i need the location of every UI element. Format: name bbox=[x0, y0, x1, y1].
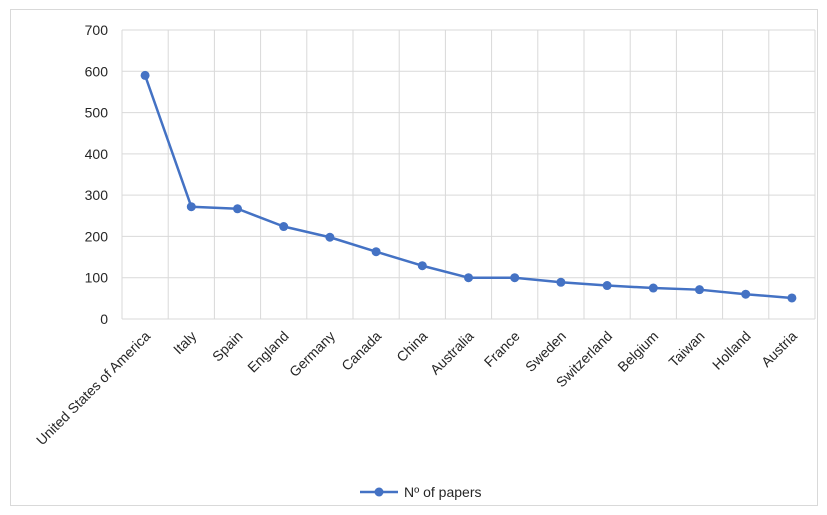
chart-frame bbox=[10, 9, 818, 506]
x-tick-label: England bbox=[244, 328, 292, 376]
x-tick-label: Italy bbox=[170, 328, 199, 357]
x-tick-label: Spain bbox=[209, 328, 246, 365]
data-point bbox=[417, 261, 427, 271]
series-group bbox=[140, 70, 797, 303]
x-axis-ticks: United States of America Italy SpainEnglan… bbox=[33, 328, 800, 448]
legend-swatch-marker bbox=[374, 487, 384, 497]
x-tick-label: China bbox=[393, 328, 430, 365]
y-tick-label: 100 bbox=[85, 270, 109, 286]
x-tick-label: Australia bbox=[427, 328, 477, 378]
x-tick-label: Belgium bbox=[614, 328, 661, 375]
x-tick-label: Austria bbox=[758, 328, 800, 370]
x-tick-label: Holland bbox=[709, 328, 754, 373]
legend: Nº of papers bbox=[360, 484, 482, 500]
x-tick-label: Canada bbox=[338, 328, 384, 374]
y-axis-ticks: 0 100 200 300 400 500 600 700 bbox=[85, 22, 109, 327]
x-tick-label: Germany bbox=[286, 328, 338, 380]
y-tick-label: 0 bbox=[100, 311, 108, 327]
x-tick-label: France bbox=[481, 328, 523, 370]
y-tick-label: 600 bbox=[85, 63, 109, 79]
data-point bbox=[602, 281, 612, 291]
series-line bbox=[143, 74, 793, 300]
data-point bbox=[464, 273, 473, 283]
y-tick-label: 400 bbox=[85, 146, 109, 162]
data-point bbox=[233, 204, 242, 214]
y-tick-label: 200 bbox=[85, 228, 109, 244]
data-point bbox=[186, 202, 196, 212]
data-point bbox=[695, 285, 704, 295]
data-point bbox=[741, 289, 751, 299]
data-point bbox=[371, 247, 381, 257]
x-tick-label: Sweden bbox=[522, 328, 569, 375]
data-point bbox=[325, 232, 335, 242]
x-tick-label: Taiwan bbox=[665, 328, 707, 370]
data-point bbox=[510, 273, 520, 283]
gridlines bbox=[121, 29, 816, 320]
x-tick-label: United States of America bbox=[33, 328, 153, 448]
y-tick-label: 700 bbox=[85, 22, 109, 38]
data-point bbox=[787, 293, 797, 303]
data-point bbox=[648, 283, 658, 293]
data-point bbox=[556, 277, 566, 287]
y-tick-label: 500 bbox=[85, 105, 109, 121]
data-point bbox=[140, 70, 150, 80]
y-tick-label: 300 bbox=[85, 187, 109, 203]
data-point bbox=[279, 222, 289, 232]
legend-label: Nº of papers bbox=[404, 484, 482, 500]
